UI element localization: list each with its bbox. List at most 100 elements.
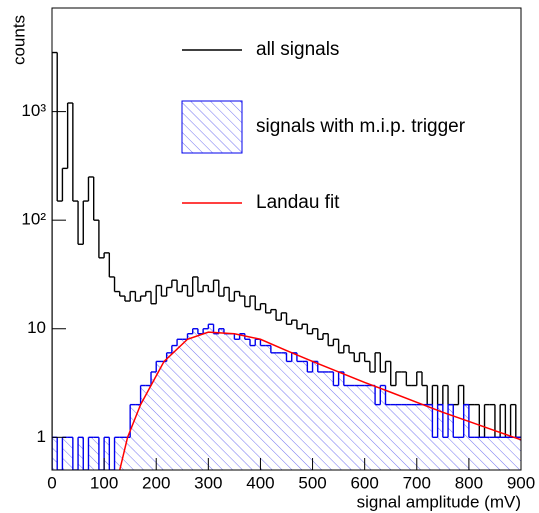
legend-label: all signals bbox=[256, 39, 339, 60]
hist-bar bbox=[265, 345, 271, 470]
hist-bar bbox=[260, 345, 266, 470]
x-tick-label: 400 bbox=[246, 473, 274, 492]
hist-bar bbox=[161, 361, 167, 470]
hist-bar bbox=[234, 339, 240, 470]
hist-bar bbox=[354, 385, 360, 470]
hist-bar bbox=[380, 385, 386, 470]
hist-bar bbox=[322, 371, 329, 470]
hist-bar bbox=[276, 352, 282, 470]
x-tick-label: 600 bbox=[350, 473, 378, 492]
x-tick-label: 100 bbox=[90, 473, 118, 492]
hist-bar bbox=[151, 371, 157, 470]
hist-bar bbox=[489, 437, 495, 470]
hist-bar bbox=[78, 437, 84, 470]
y-tick-label: 10³ bbox=[21, 101, 46, 120]
x-axis-label: signal amplitude (mV) bbox=[357, 492, 521, 511]
x-tick-label: 0 bbox=[47, 473, 56, 492]
hist-bar bbox=[317, 371, 323, 470]
hist-bar bbox=[349, 385, 355, 470]
hist-bar bbox=[88, 437, 94, 470]
hist-bar bbox=[187, 333, 193, 470]
x-tick-label: 900 bbox=[507, 473, 535, 492]
hist-bar bbox=[239, 333, 245, 470]
hist-bar bbox=[395, 404, 402, 470]
y-tick-label: 1 bbox=[37, 427, 46, 446]
hist-bar bbox=[432, 437, 438, 470]
hist-bar bbox=[229, 333, 235, 470]
hist-bar bbox=[270, 352, 277, 470]
hist-bar bbox=[93, 437, 99, 470]
legend-label: signals with m.i.p. trigger bbox=[256, 116, 466, 137]
hist-bar bbox=[416, 404, 422, 470]
hist-bar bbox=[359, 385, 365, 470]
x-tick-label: 200 bbox=[142, 473, 170, 492]
hist-bar bbox=[281, 352, 287, 470]
hist-bar bbox=[223, 333, 230, 470]
hist-bar bbox=[468, 437, 475, 470]
x-tick-label: 300 bbox=[194, 473, 222, 492]
hist-bar bbox=[474, 437, 480, 470]
hist-bar bbox=[463, 404, 469, 470]
hist-bar bbox=[515, 437, 521, 470]
hist-bar bbox=[140, 385, 146, 470]
hist-bar bbox=[343, 385, 350, 470]
hist-bar bbox=[338, 371, 344, 470]
hist-bar bbox=[255, 339, 261, 470]
hist-bar bbox=[333, 385, 339, 470]
hist-bar bbox=[62, 437, 68, 470]
hist-bar bbox=[453, 437, 459, 470]
x-tick-label: 700 bbox=[403, 473, 431, 492]
hist-bar bbox=[244, 339, 251, 470]
hist-bar bbox=[500, 437, 506, 470]
hist-bar bbox=[124, 437, 131, 470]
hist-bar bbox=[291, 352, 297, 470]
hist-bar bbox=[67, 437, 73, 470]
hist-bar bbox=[505, 437, 511, 470]
y-tick-label: 10² bbox=[21, 210, 46, 229]
hist-bar bbox=[171, 345, 178, 470]
hist-bar bbox=[130, 404, 136, 470]
hist-bar bbox=[135, 404, 141, 470]
hist-bar bbox=[442, 437, 449, 470]
hist-bar bbox=[208, 324, 214, 470]
hist-bar bbox=[145, 385, 152, 470]
hist-bar bbox=[437, 404, 443, 470]
x-tick-label: 800 bbox=[455, 473, 483, 492]
hist-bar bbox=[427, 404, 433, 470]
hist-bar bbox=[328, 371, 334, 470]
plot-area bbox=[52, 51, 521, 470]
hist-bar bbox=[296, 361, 303, 470]
hist-bar bbox=[192, 328, 198, 470]
hist-bar bbox=[401, 404, 407, 470]
hist-bar bbox=[406, 404, 412, 470]
x-tick-label: 500 bbox=[298, 473, 326, 492]
hist-bar bbox=[182, 339, 188, 470]
hist-bar bbox=[411, 404, 417, 470]
hist-bar bbox=[458, 437, 464, 470]
hist-bar bbox=[166, 352, 172, 470]
hist-bar bbox=[364, 385, 370, 470]
legend-label: Landau fit bbox=[256, 192, 340, 213]
hist-bar bbox=[390, 404, 396, 470]
hist-bar bbox=[448, 404, 454, 470]
frame bbox=[51, 7, 522, 471]
hist-bar bbox=[119, 437, 125, 470]
y-tick-label: 10 bbox=[27, 318, 46, 337]
hist-bar bbox=[104, 437, 110, 470]
hist-bar bbox=[510, 437, 516, 470]
hist-bar bbox=[213, 333, 219, 470]
hist-bar bbox=[421, 404, 428, 470]
hist-bar bbox=[369, 385, 376, 470]
legend-swatch bbox=[181, 100, 243, 154]
hist-bar bbox=[385, 404, 391, 470]
hist-bar bbox=[114, 437, 120, 470]
hist-bar bbox=[494, 437, 501, 470]
hist-bar bbox=[302, 361, 308, 470]
hist-bar bbox=[479, 437, 485, 470]
hist-bar bbox=[156, 361, 162, 470]
hist-bar bbox=[312, 361, 318, 470]
hist-bar bbox=[307, 371, 313, 470]
hist-bar bbox=[52, 437, 58, 470]
hist-bar bbox=[218, 328, 224, 470]
